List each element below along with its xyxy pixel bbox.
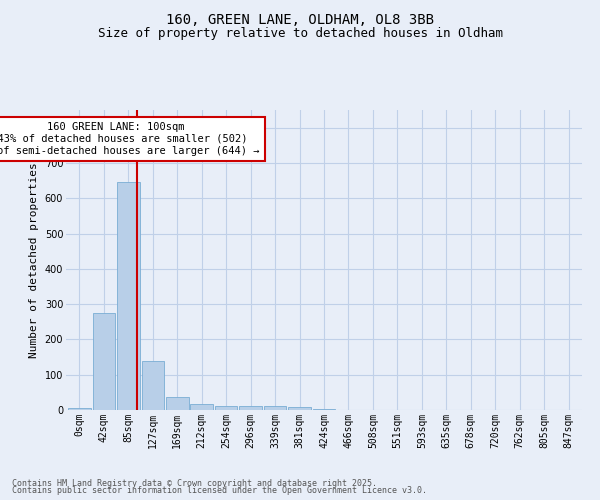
Bar <box>142 360 164 410</box>
Bar <box>313 408 335 410</box>
Bar <box>92 313 115 410</box>
Bar <box>166 396 188 410</box>
Text: 160, GREEN LANE, OLDHAM, OL8 3BB: 160, GREEN LANE, OLDHAM, OL8 3BB <box>166 12 434 26</box>
Bar <box>117 182 140 410</box>
Bar <box>239 406 262 410</box>
Text: Size of property relative to detached houses in Oldham: Size of property relative to detached ho… <box>97 28 503 40</box>
Bar <box>68 408 91 410</box>
Bar <box>288 407 311 410</box>
Bar <box>264 406 286 410</box>
Bar <box>190 404 213 410</box>
Text: Contains HM Land Registry data © Crown copyright and database right 2025.: Contains HM Land Registry data © Crown c… <box>12 478 377 488</box>
Bar <box>215 406 238 410</box>
Text: 160 GREEN LANE: 100sqm
← 43% of detached houses are smaller (502)
56% of semi-de: 160 GREEN LANE: 100sqm ← 43% of detached… <box>0 122 260 156</box>
Text: Contains public sector information licensed under the Open Government Licence v3: Contains public sector information licen… <box>12 486 427 495</box>
Y-axis label: Number of detached properties: Number of detached properties <box>29 162 39 358</box>
